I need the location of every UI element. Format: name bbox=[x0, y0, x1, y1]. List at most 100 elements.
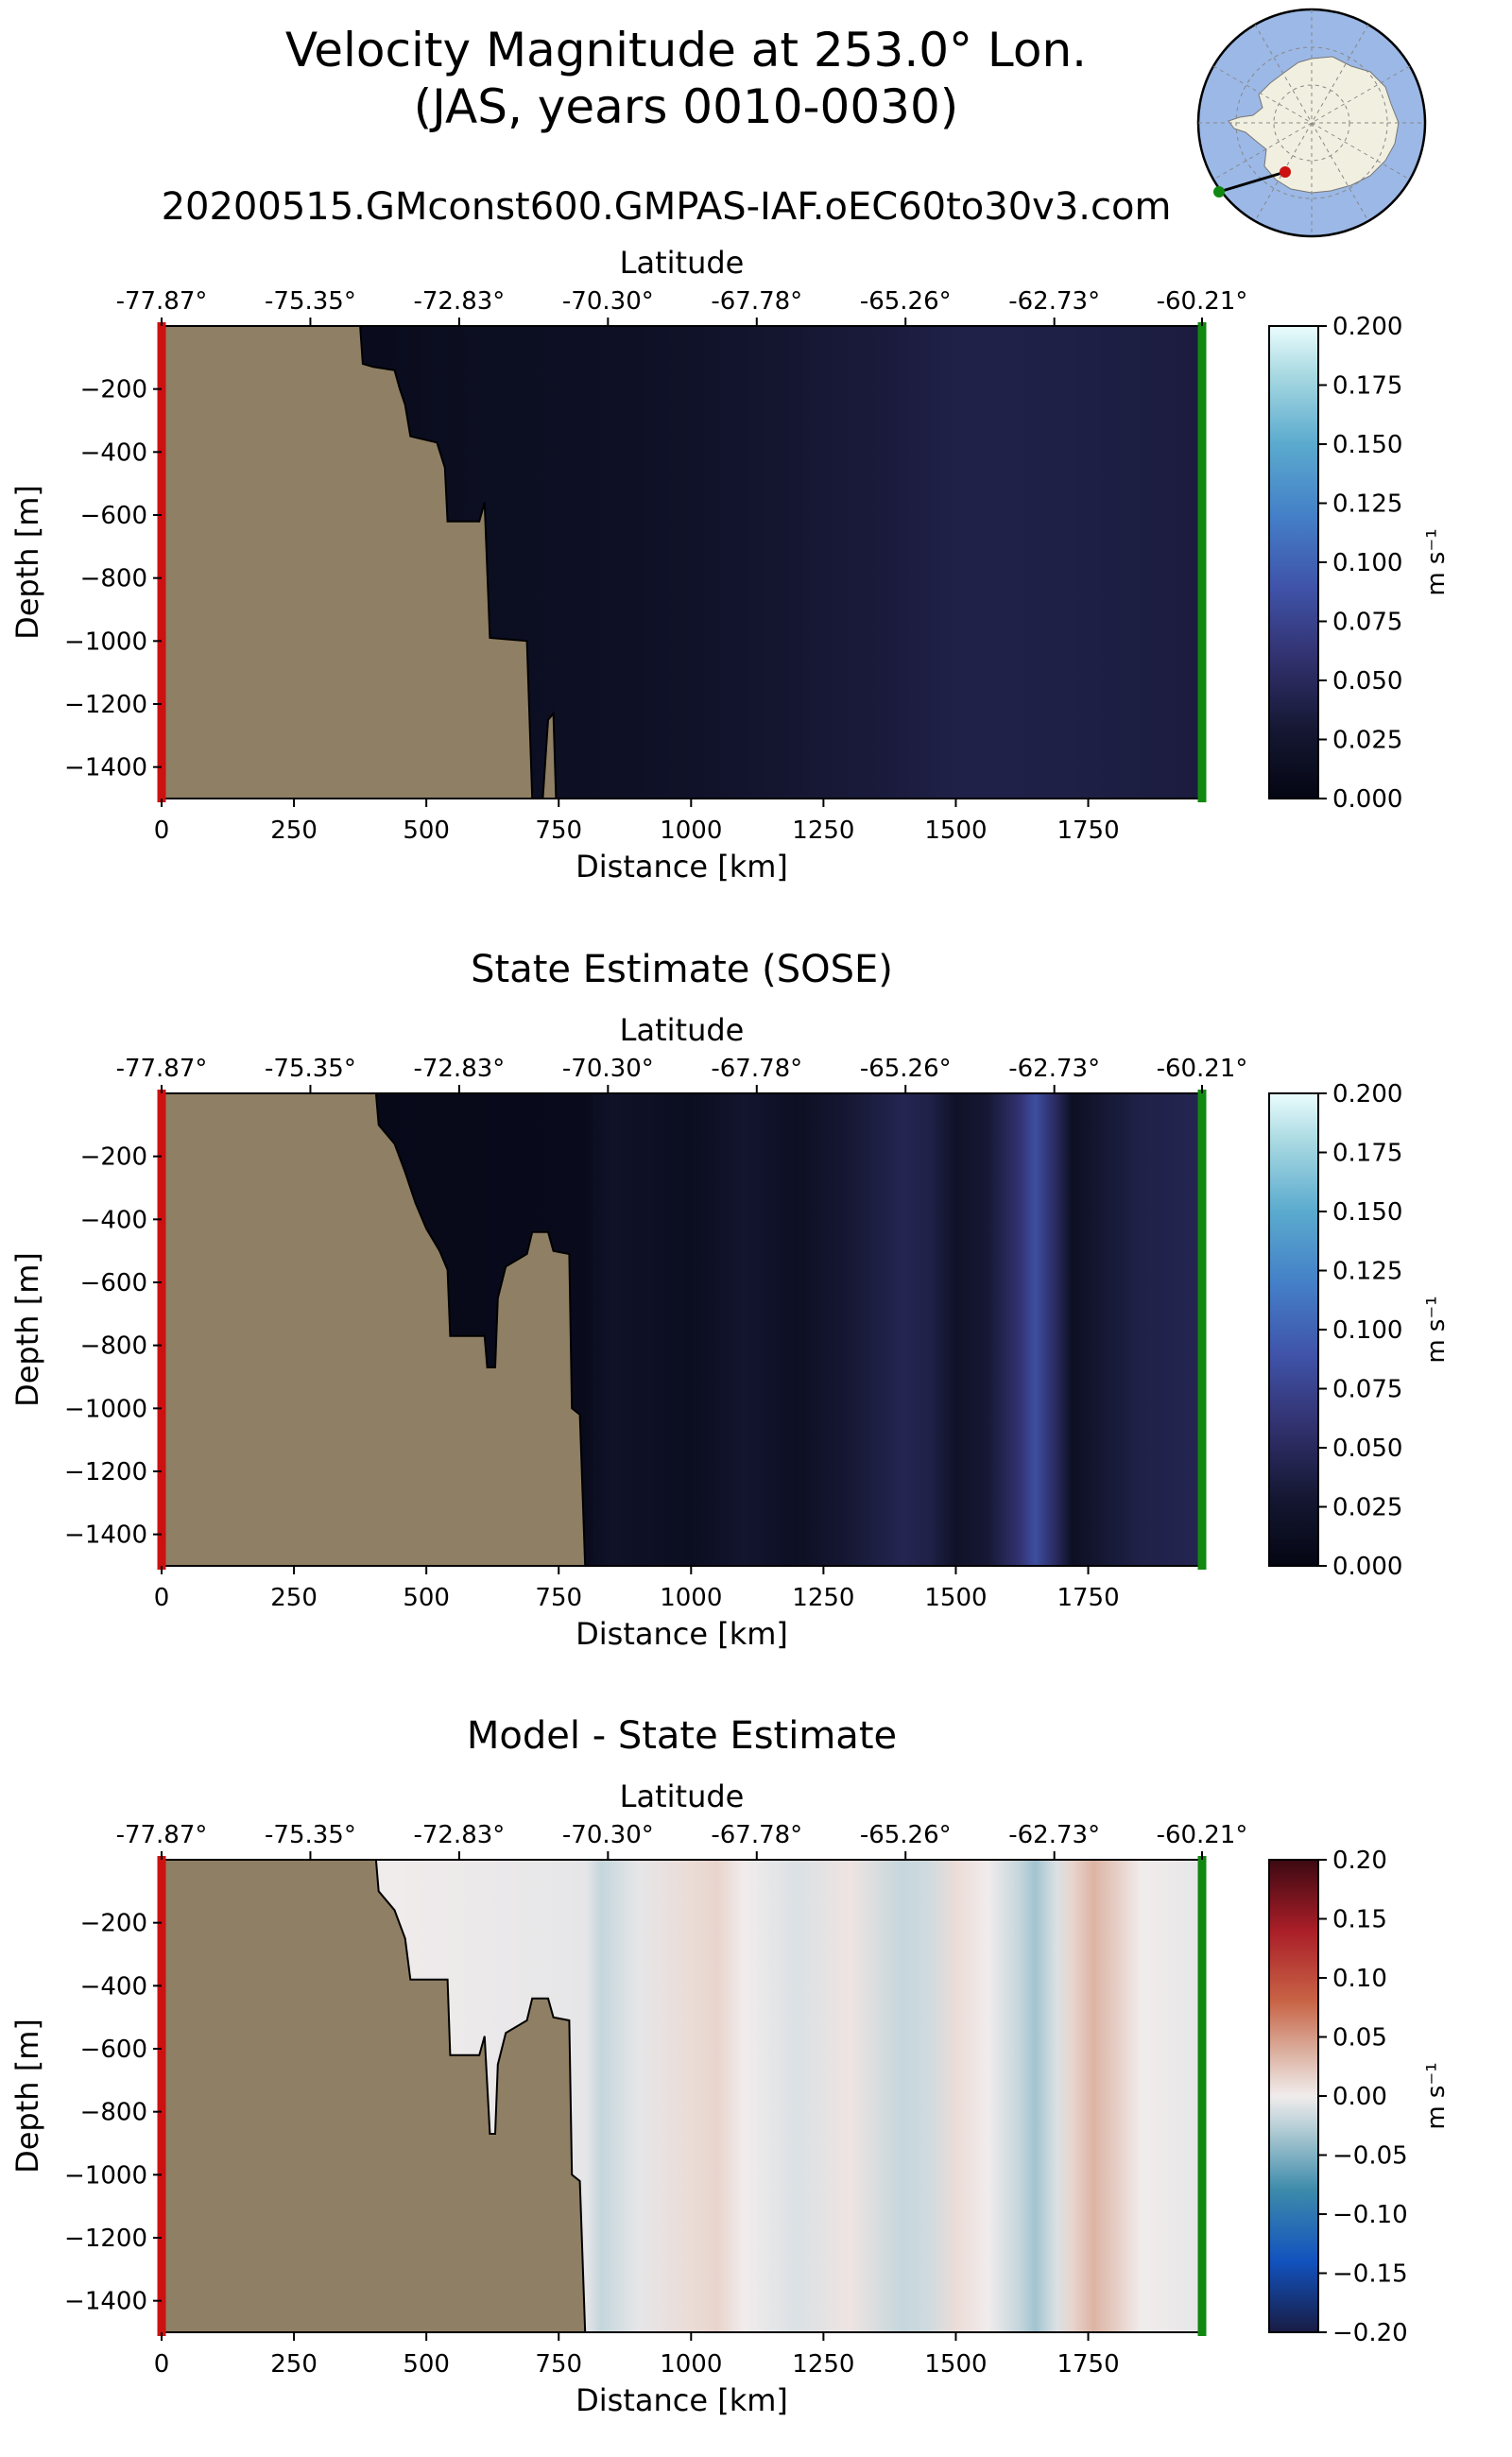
colorbar-tick-label: 0.100 bbox=[1332, 549, 1402, 577]
colorbar-tick-label: 0.150 bbox=[1332, 431, 1402, 459]
seafloor-bathymetry bbox=[161, 325, 534, 799]
colorbar-tick-label: −0.15 bbox=[1332, 2260, 1408, 2289]
x-tick-label: 250 bbox=[270, 2350, 318, 2379]
x-tick-label: 1500 bbox=[924, 816, 987, 845]
colorbar-tick-label: 0.125 bbox=[1332, 490, 1402, 519]
y-tick-label: −200 bbox=[80, 376, 147, 404]
colorbar-tick-label: 0.000 bbox=[1332, 1553, 1402, 1581]
latitude-axis-label: Latitude bbox=[620, 1012, 745, 1048]
x-tick-label: 1750 bbox=[1057, 816, 1119, 845]
colorbar-unit-label: m s⁻¹ bbox=[1422, 528, 1451, 595]
latitude-tick-label: -65.26° bbox=[860, 1055, 952, 1083]
colorbar-tick-label: 0.10 bbox=[1332, 1965, 1387, 1993]
latitude-tick-label: -60.21° bbox=[1157, 1055, 1248, 1083]
colorbar-tick-label: 0.075 bbox=[1332, 1376, 1402, 1404]
latitude-axis-label: Latitude bbox=[620, 245, 745, 281]
colorbar-tick-label: 0.025 bbox=[1332, 727, 1402, 755]
x-tick-label: 750 bbox=[535, 1584, 582, 1612]
colorbar-tick-label: 0.175 bbox=[1332, 1140, 1402, 1168]
map-graticule-meridian bbox=[1212, 65, 1411, 180]
y-tick-label: −800 bbox=[80, 1332, 147, 1361]
y-tick-label: −800 bbox=[80, 565, 147, 593]
panel-sose-velocity: 0 250 500 750 1000 1250 1500 1750 −200 −400 −600 −8… bbox=[9, 948, 1451, 1652]
y-tick-label: −600 bbox=[80, 1269, 147, 1297]
y-tick-label: −1200 bbox=[64, 691, 147, 719]
colorbar-tick-label: 0.00 bbox=[1332, 2083, 1387, 2111]
latitude-tick-label: -77.87° bbox=[116, 1821, 208, 1849]
latitude-tick-label: -70.30° bbox=[562, 1821, 654, 1849]
x-tick-label: 750 bbox=[535, 2350, 582, 2379]
latitude-tick-label: -62.73° bbox=[1008, 1055, 1100, 1083]
y-tick-label: −1200 bbox=[64, 1458, 147, 1486]
x-tick-label: 1500 bbox=[924, 1584, 987, 1612]
latitude-tick-label: -75.35° bbox=[265, 287, 356, 316]
latitude-tick-label: -70.30° bbox=[562, 1055, 654, 1083]
antarctica-land bbox=[1228, 56, 1400, 194]
colorbar-tick-label: 0.150 bbox=[1332, 1198, 1402, 1227]
seafloor-bathymetry bbox=[161, 1092, 587, 1567]
latitude-tick-label: -65.26° bbox=[860, 287, 952, 316]
colorbar-tick-label: 0.000 bbox=[1332, 785, 1402, 814]
y-tick-label: −1400 bbox=[64, 2288, 147, 2316]
x-tick-label: 1500 bbox=[924, 2350, 987, 2379]
transect-line bbox=[1218, 170, 1286, 194]
latitude-tick-label: -67.78° bbox=[711, 1821, 802, 1849]
colorbar-tick-label: 0.200 bbox=[1332, 313, 1402, 341]
y-tick-label: −1000 bbox=[64, 627, 147, 656]
run-name: 20200515.GMconst600.GMPAS-IAF.oEC60to30v… bbox=[162, 185, 1172, 229]
x-tick-label: 750 bbox=[535, 816, 582, 845]
transect-end-point bbox=[1213, 186, 1225, 198]
figure-title-line2: (JAS, years 0010-0030) bbox=[414, 79, 959, 134]
seafloor-bathymetry bbox=[161, 1859, 587, 2333]
latitude-tick-label: -62.73° bbox=[1008, 1821, 1100, 1849]
colorbar-tick-label: −0.20 bbox=[1332, 2319, 1408, 2347]
x-tick-label: 1750 bbox=[1057, 1584, 1119, 1612]
latitude-tick-label: -62.73° bbox=[1008, 287, 1100, 316]
panel-title: State Estimate (SOSE) bbox=[471, 948, 893, 991]
colorbar-tick-label: 0.100 bbox=[1332, 1316, 1402, 1345]
y-tick-label: −200 bbox=[80, 1143, 147, 1172]
x-tick-label: 1250 bbox=[792, 2350, 854, 2379]
colorbar-unit-label: m s⁻¹ bbox=[1422, 2062, 1451, 2129]
y-tick-label: −1000 bbox=[64, 2161, 147, 2190]
latitude-tick-label: -67.78° bbox=[711, 1055, 802, 1083]
x-axis-label: Distance [km] bbox=[576, 2382, 788, 2418]
x-tick-label: 1000 bbox=[660, 2350, 722, 2379]
transect-start-point bbox=[1280, 166, 1291, 178]
x-axis-label: Distance [km] bbox=[576, 849, 788, 885]
colorbar-tick-label: 0.175 bbox=[1332, 372, 1402, 401]
x-axis-label: Distance [km] bbox=[576, 1616, 788, 1652]
colorbar-unit-label: m s⁻¹ bbox=[1422, 1296, 1451, 1363]
latitude-tick-label: -72.83° bbox=[413, 1055, 505, 1083]
x-tick-label: 250 bbox=[270, 816, 318, 845]
y-tick-label: −600 bbox=[80, 502, 147, 530]
x-tick-label: 0 bbox=[154, 1584, 170, 1612]
colorbar-tick-label: 0.05 bbox=[1332, 2024, 1387, 2053]
y-tick-label: −1200 bbox=[64, 2225, 147, 2253]
colorbar bbox=[1268, 325, 1319, 799]
latitude-tick-label: -60.21° bbox=[1157, 287, 1248, 316]
x-tick-label: 1250 bbox=[792, 1584, 854, 1612]
colorbar-tick-label: 0.20 bbox=[1332, 1847, 1387, 1875]
y-tick-label: −800 bbox=[80, 2099, 147, 2127]
panel-model-velocity: 0 250 500 750 1000 1250 1500 1750 −200 −400 −600 −8… bbox=[9, 245, 1451, 885]
location-inset-map bbox=[1196, 8, 1427, 238]
panel-title: Model - State Estimate bbox=[467, 1714, 897, 1758]
y-axis-label: Depth [m] bbox=[9, 2019, 45, 2174]
colorbar bbox=[1268, 1092, 1319, 1567]
colorbar-tick-label: 0.200 bbox=[1332, 1080, 1402, 1108]
latitude-tick-label: -65.26° bbox=[860, 1821, 952, 1849]
y-tick-label: −1400 bbox=[64, 754, 147, 782]
latitude-tick-label: -77.87° bbox=[116, 1055, 208, 1083]
colorbar-tick-label: 0.050 bbox=[1332, 1435, 1402, 1463]
y-tick-label: −200 bbox=[80, 1910, 147, 1938]
colorbar-tick-label: 0.025 bbox=[1332, 1494, 1402, 1522]
x-tick-label: 500 bbox=[403, 2350, 450, 2379]
y-axis-label: Depth [m] bbox=[9, 485, 45, 640]
x-tick-label: 500 bbox=[403, 816, 450, 845]
figure-title-line1: Velocity Magnitude at 253.0° Lon. bbox=[285, 23, 1087, 77]
x-tick-label: 1750 bbox=[1057, 2350, 1119, 2379]
y-tick-label: −400 bbox=[80, 438, 147, 467]
x-tick-label: 250 bbox=[270, 1584, 318, 1612]
